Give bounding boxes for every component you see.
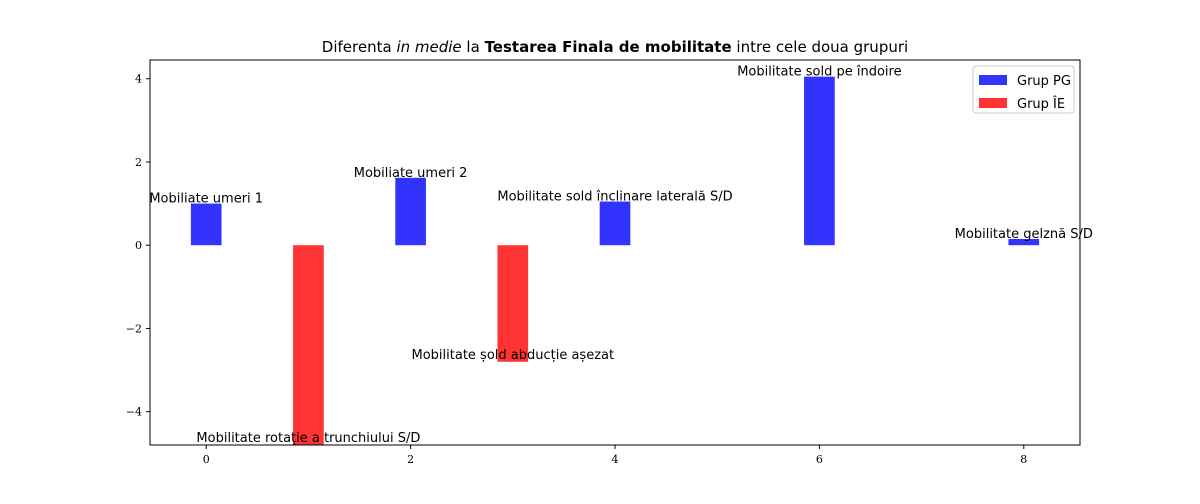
x-tick-label: 4 [612,453,619,466]
bar-label: Mobilitate rotație a trunchiului S/D [196,431,420,446]
title-prefix: Diferenta [322,38,397,56]
bar-label: Mobiliate umeri 1 [149,192,263,207]
chart-title: Diferenta in medie la Testarea Finala de… [322,38,908,56]
bar-label: Mobilitate gelznă S/D [955,227,1093,242]
bar [395,177,426,246]
title-suffix: intre cele doua grupuri [732,38,909,56]
plot-frame [149,59,1081,446]
title-bold: Testarea Finala de mobilitate [485,38,732,56]
bar [804,76,835,246]
title-italic: in medie [396,38,461,56]
bar [190,203,222,246]
bar [497,245,529,362]
legend-swatch [979,75,1007,85]
x-tick-label: 8 [1020,453,1027,466]
bar [1008,238,1040,246]
bar-label: Mobilitate sold înclinare laterală S/D [497,190,732,205]
bar [599,201,631,246]
axes-layer: 0 2 4 6 8 −4 −2 0 2 4 [126,73,1028,466]
legend-label: Grup ÎE [1017,96,1065,112]
bar-label: Mobiliate umeri 2 [354,166,468,181]
bar-label: Mobilitate șold abducție așezat [412,348,615,363]
bars-layer [190,76,1040,445]
y-tick-label: 0 [135,239,142,252]
y-tick-label: 4 [135,73,142,86]
bar-labels-layer: Mobiliate umeri 1 Mobiliate umeri 2 Mobili… [149,65,1093,446]
bar [293,245,324,445]
y-tick-label: −2 [126,322,142,335]
legend: Grup PG Grup ÎE [972,65,1075,114]
legend-swatch [979,98,1007,108]
x-tick-label: 2 [407,453,414,466]
x-tick-label: 6 [816,453,823,466]
x-tick-label: 0 [203,453,210,466]
y-tick-label: −4 [126,406,142,419]
y-tick-label: 2 [135,156,142,169]
title-mid: la [462,38,485,56]
legend-label: Grup PG [1017,74,1071,89]
bar-label: Mobilitate sold pe îndoire [737,65,901,80]
